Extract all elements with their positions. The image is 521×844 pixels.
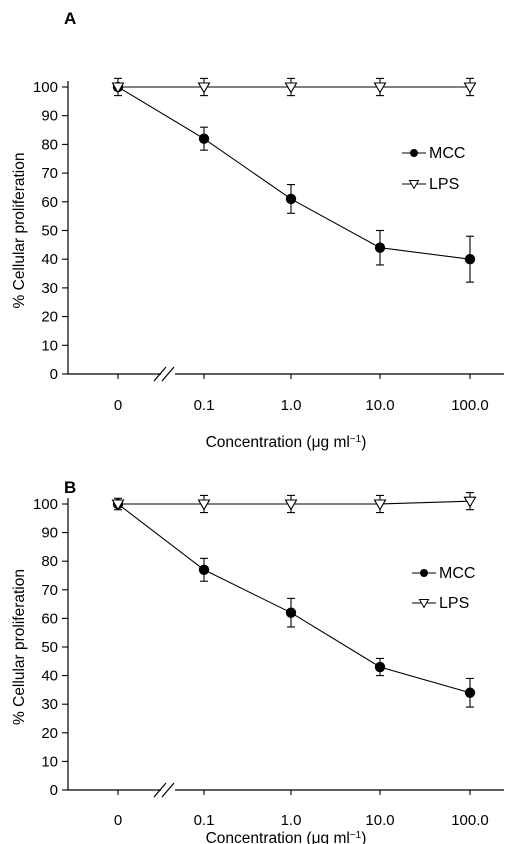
data-point-lps [463, 82, 477, 94]
x-tick-label: 100.0 [451, 397, 489, 414]
data-point-mcc [198, 133, 210, 144]
x-tick-label: 10.0 [365, 812, 394, 829]
legend: MCC LPS [402, 145, 465, 193]
x-axis-title-close: ) [361, 830, 366, 844]
data-point-lps [284, 82, 298, 94]
data-point-mcc [374, 661, 386, 673]
y-tick-label: 50 [41, 639, 58, 656]
data-point-mcc [374, 242, 386, 253]
y-tick-label: 80 [41, 553, 58, 570]
data-point-lps [284, 499, 298, 511]
data-point-mcc [464, 687, 476, 698]
data-point-mcc [464, 254, 476, 265]
axis-break-mark [153, 366, 167, 382]
y-tick-label: 20 [41, 725, 58, 742]
legend-marker-mcc [410, 149, 418, 157]
y-axis-title: % Cellular proliferation [11, 153, 28, 309]
y-tick-label: 0 [50, 782, 58, 799]
panel-label: B [64, 478, 76, 497]
data-point-mcc [198, 564, 210, 575]
data-point-mcc [285, 193, 297, 205]
x-tick-label: 0 [114, 397, 122, 414]
legend-label-lps: LPS [439, 595, 469, 612]
x-tick-label: 100.0 [451, 812, 489, 829]
series-lps [111, 492, 477, 514]
panel-label: A [64, 9, 76, 28]
data-point-lps [111, 82, 125, 94]
legend-marker-mcc [420, 569, 428, 577]
legend-label-mcc: MCC [439, 565, 475, 582]
data-point-lps [111, 499, 125, 511]
x-axis-title: Concentration (μg ml−1) [206, 830, 367, 844]
x-tick-label: 0 [114, 812, 122, 829]
y-tick-label: 10 [41, 753, 58, 770]
axis-break-mark [161, 366, 175, 382]
y-tick-label: 50 [41, 223, 58, 240]
y-tick-label: 70 [41, 165, 58, 182]
x-tick-label: 0.1 [194, 812, 215, 829]
series-line-mcc [117, 86, 471, 260]
axis-break-mark [153, 782, 167, 798]
y-tick-label: 100 [33, 79, 58, 96]
series-mcc [112, 81, 476, 283]
y-tick-label: 90 [41, 525, 58, 542]
y-tick-label: 60 [41, 610, 58, 627]
data-point-lps [373, 499, 387, 511]
y-tick-label: 30 [41, 280, 58, 297]
y-tick-label: 100 [33, 496, 58, 513]
y-tick-label: 70 [41, 582, 58, 599]
x-axis-title: Concentration (μg ml−1) [206, 434, 367, 452]
axis-break-mark [161, 782, 175, 798]
y-tick-label: 40 [41, 668, 58, 685]
legend-label-lps: LPS [429, 176, 459, 193]
chart-panel-b: B 0 10 20 30 40 50 60 70 80 90 100 0 0.1 1.0 10.0 100.0 C… [11, 478, 504, 844]
x-tick-label: 1.0 [281, 812, 302, 829]
legend-marker-lps [408, 180, 420, 190]
y-tick-label: 60 [41, 194, 58, 211]
x-tick-label: 0.1 [194, 397, 215, 414]
legend-label-mcc: MCC [429, 145, 465, 162]
data-point-lps [373, 82, 387, 94]
data-point-lps [463, 496, 477, 508]
data-point-lps [197, 82, 211, 94]
x-tick-label: 10.0 [365, 397, 394, 414]
y-tick-label: 40 [41, 251, 58, 268]
x-axis-title-close: ) [361, 434, 366, 451]
y-tick-label: 90 [41, 108, 58, 125]
chart-panel-a: A 0 10 20 30 40 50 60 70 80 90 100 0 0.1 1.0 10.0 100.0 C… [11, 9, 504, 451]
y-tick-label: 80 [41, 136, 58, 153]
legend-marker-lps [418, 599, 430, 609]
data-point-lps [197, 499, 211, 511]
x-tick-label: 1.0 [281, 397, 302, 414]
y-axis-title: % Cellular proliferation [11, 569, 28, 725]
y-tick-label: 0 [50, 366, 58, 383]
y-tick-label: 10 [41, 337, 58, 354]
x-axis-title-superscript: −1 [350, 434, 362, 445]
y-tick-label: 30 [41, 696, 58, 713]
data-point-mcc [285, 607, 297, 618]
y-tick-label: 20 [41, 309, 58, 326]
series-lps [111, 77, 477, 97]
legend: MCC LPS [412, 565, 475, 612]
x-axis-title-superscript: −1 [350, 830, 362, 841]
